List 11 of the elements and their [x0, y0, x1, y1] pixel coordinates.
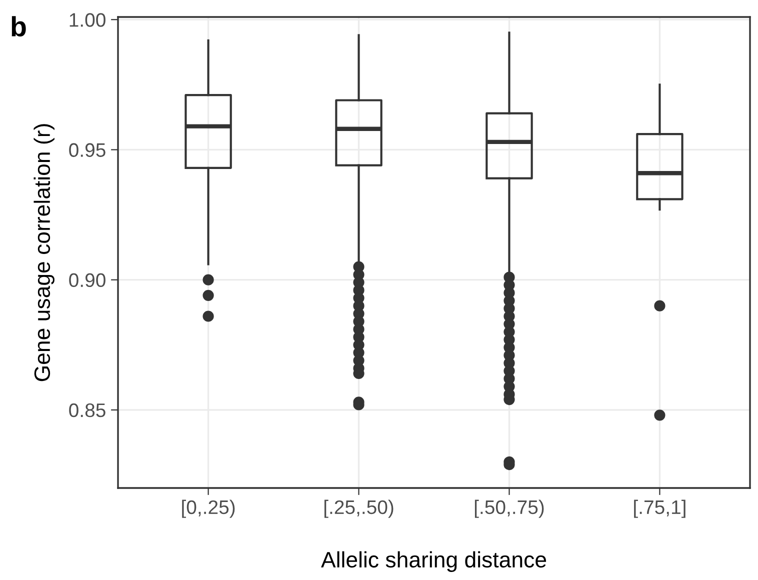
y-tick-label: 1.00	[70, 13, 106, 27]
y-tick-label: 0.85	[69, 403, 106, 418]
text: b	[12, 16, 26, 37]
y-axis-title: Gene usage correlation (r)	[34, 124, 54, 382]
x-tick-label: [.75,1]	[634, 500, 686, 518]
x-tick-label: [0,.25)	[182, 500, 235, 518]
y-tick-label: 0.95	[69, 143, 106, 157]
x-axis-title: Allelic sharing distance	[321, 551, 546, 572]
x-tick-label: [.50,.75)	[474, 500, 544, 518]
y-tick-label: 0.90	[69, 273, 106, 288]
x-tick-label: [.25,.50)	[324, 500, 394, 518]
